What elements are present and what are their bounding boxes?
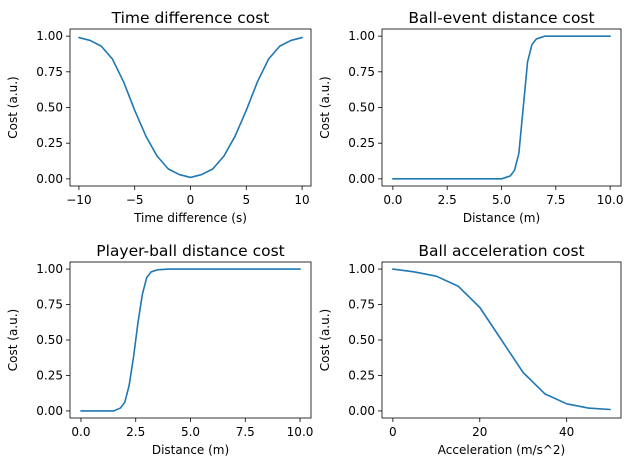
x-tick-label: 10.0 — [287, 425, 314, 439]
series-line — [392, 35, 611, 180]
x-axis-label: Acceleration (m/s^2) — [438, 443, 565, 457]
y-tick-label: 1.00 — [36, 262, 63, 276]
x-tick-label: 0.0 — [71, 425, 90, 439]
x-tick-label: 7.5 — [236, 425, 255, 439]
y-tick-label: 0.75 — [348, 65, 375, 79]
y-tick-label: 0.00 — [348, 404, 375, 418]
y-tick-label: 0.50 — [348, 333, 375, 347]
y-tick-label: 0.75 — [348, 298, 375, 312]
y-tick-label: 0.50 — [348, 101, 375, 115]
y-tick-label: 0.50 — [36, 333, 63, 347]
y-tick-label: 0.00 — [36, 404, 63, 418]
x-axis-label: Distance (m) — [463, 211, 540, 225]
x-tick-label: −5 — [126, 193, 144, 207]
x-tick-label: −10 — [66, 193, 91, 207]
x-tick-label: 7.5 — [546, 193, 565, 207]
x-tick-label: 10 — [294, 193, 309, 207]
y-axis-label: Cost (a.u.) — [6, 309, 20, 371]
chart-title: Ball acceleration cost — [418, 242, 584, 260]
x-tick-label: 0 — [187, 193, 195, 207]
y-tick-label: 1.00 — [348, 29, 375, 43]
y-tick-label: 0.25 — [348, 136, 375, 150]
chart-title: Time difference cost — [111, 9, 270, 27]
y-tick-label: 0.50 — [36, 101, 63, 115]
series-line — [78, 36, 303, 179]
x-tick-label: 40 — [559, 425, 574, 439]
y-tick-label: 0.00 — [36, 172, 63, 186]
x-tick-label: 5 — [242, 193, 250, 207]
x-tick-label: 10.0 — [597, 193, 624, 207]
y-axis-label: Cost (a.u.) — [318, 309, 332, 371]
x-tick-label: 2.5 — [126, 425, 145, 439]
y-tick-label: 0.25 — [36, 136, 63, 150]
x-tick-label: 5.0 — [181, 425, 200, 439]
y-axis-label: Cost (a.u.) — [6, 76, 20, 138]
x-tick-label: 20 — [472, 425, 487, 439]
plot-frame — [69, 261, 312, 419]
x-axis-label: Distance (m) — [152, 443, 229, 457]
y-axis-label: Cost (a.u.) — [318, 76, 332, 138]
y-tick-label: 0.75 — [36, 65, 63, 79]
x-tick-label: 2.5 — [438, 193, 457, 207]
subplot-2: Ball-event distance cost 0.0 2.5 5.0 7.5 10.0… — [318, 9, 623, 225]
subplot-1: Time difference cost −10 −5 0 5 10 0.00 0.25 0.5… — [6, 9, 312, 225]
y-tick-label: 0.25 — [36, 368, 63, 382]
series-line — [80, 268, 301, 412]
series-line — [392, 268, 611, 411]
y-tick-label: 0.75 — [36, 298, 63, 312]
y-tick-label: 0.00 — [348, 172, 375, 186]
subplot-3: Player-ball distance cost 0.0 2.5 5.0 7.5 10.… — [6, 242, 313, 457]
x-axis-label: Time difference (s) — [133, 211, 247, 225]
y-tick-label: 1.00 — [36, 29, 63, 43]
plot-frame — [381, 28, 622, 187]
chart-title: Ball-event distance cost — [408, 9, 594, 27]
chart-title: Player-ball distance cost — [96, 242, 284, 260]
x-tick-label: 5.0 — [492, 193, 511, 207]
y-tick-label: 1.00 — [348, 262, 375, 276]
x-tick-label: 0 — [389, 425, 397, 439]
y-tick-label: 0.25 — [348, 368, 375, 382]
x-tick-label: 0.0 — [383, 193, 402, 207]
subplot-4: Ball acceleration cost 0 20 40 0.00 0.25 0.50 0… — [318, 242, 622, 457]
